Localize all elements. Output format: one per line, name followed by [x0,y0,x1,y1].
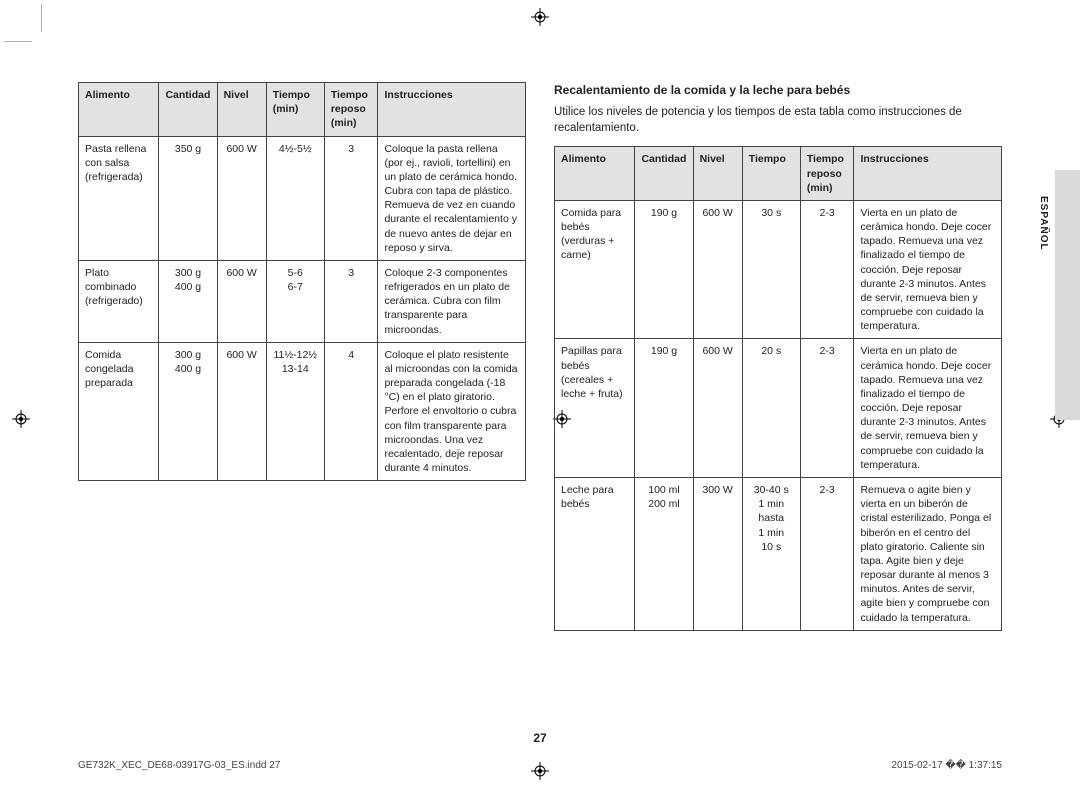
table-cell: 190 g [635,339,693,478]
content-columns: AlimentoCantidadNivelTiempo (min)Tiempo … [78,82,1002,631]
table-cell: 300 g 400 g [159,342,217,481]
page-number: 27 [0,730,1080,746]
column-header: Cantidad [635,147,693,201]
table-cell: 3 [324,260,378,342]
table-cell: Pasta rellena con salsa (refrigerada) [79,136,159,260]
table-cell: 3 [324,136,378,260]
registration-mark-icon [12,410,30,428]
column-header: Tiempo reposo (min) [324,83,378,137]
table-cell: 4 [324,342,378,481]
table-cell: 300 W [693,477,742,630]
table-cell: Remueva o agite bien y vierta en un bibe… [854,477,1002,630]
table-cell: 2-3 [800,339,854,478]
column-header: Cantidad [159,83,217,137]
section-intro: Utilice los niveles de potencia y los ti… [554,104,1002,136]
table-cell: Papillas para bebés (cereales + leche + … [555,339,635,478]
table-cell: Plato combinado (refrigerado) [79,260,159,342]
registration-mark-icon [531,8,549,26]
table-cell: 5-6 6-7 [266,260,324,342]
table-cell: Coloque el plato resistente al microonda… [378,342,526,481]
column-header: Nivel [217,83,266,137]
table-cell: 600 W [217,136,266,260]
table-cell: 20 s [742,339,800,478]
table-row: Leche para bebés100 ml 200 ml300 W30-40 … [555,477,1002,630]
baby-food-table: AlimentoCantidadNivelTiempoTiempo reposo… [554,146,1002,630]
column-header: Tiempo [742,147,800,201]
table-row: Comida para bebés (verduras + carne)190 … [555,200,1002,339]
column-header: Alimento [79,83,159,137]
table-cell: 4½-5½ [266,136,324,260]
section-title: Recalentamiento de la comida y la leche … [554,82,1002,98]
table-cell: 2-3 [800,200,854,339]
table-row: Comida congelada preparada300 g 400 g600… [79,342,526,481]
table-cell: 30 s [742,200,800,339]
column-header: Tiempo (min) [266,83,324,137]
table-cell: 30-40 s 1 min hasta 1 min 10 s [742,477,800,630]
table-cell: Vierta en un plato de cerámica hondo. De… [854,339,1002,478]
table-row: Plato combinado (refrigerado)300 g 400 g… [79,260,526,342]
table-cell: 600 W [217,260,266,342]
table-cell: 190 g [635,200,693,339]
table-cell: Coloque 2-3 componentes refrigerados en … [378,260,526,342]
table-row: Pasta rellena con salsa (refrigerada)350… [79,136,526,260]
table-cell: 350 g [159,136,217,260]
registration-mark-icon [531,762,549,780]
table-cell: Coloque la pasta rellena (por ej., ravio… [378,136,526,260]
table-cell: Leche para bebés [555,477,635,630]
column-header: Instrucciones [854,147,1002,201]
column-header: Tiempo reposo (min) [800,147,854,201]
footer-filename: GE732K_XEC_DE68-03917G-03_ES.indd 27 [78,759,280,773]
table-cell: 600 W [693,200,742,339]
table-row: Papillas para bebés (cereales + leche + … [555,339,1002,478]
table-cell: 2-3 [800,477,854,630]
language-label: ESPAÑOL [1037,196,1051,251]
table-cell: 600 W [693,339,742,478]
table-cell: 300 g 400 g [159,260,217,342]
table-header-row: AlimentoCantidadNivelTiempoTiempo reposo… [555,147,1002,201]
footer-timestamp: 2015-02-17 �� 1:37:15 [891,759,1002,773]
table-cell: 600 W [217,342,266,481]
table-cell: Comida para bebés (verduras + carne) [555,200,635,339]
right-column: Recalentamiento de la comida y la leche … [554,82,1002,631]
table-cell: 11½-12½ 13-14 [266,342,324,481]
table-cell: Comida congelada preparada [79,342,159,481]
left-column: AlimentoCantidadNivelTiempo (min)Tiempo … [78,82,526,631]
manual-page: ESPAÑOL AlimentoCantidadNivelTiempo (min… [0,0,1080,788]
column-header: Nivel [693,147,742,201]
language-tab [1055,170,1080,420]
reheating-table: AlimentoCantidadNivelTiempo (min)Tiempo … [78,82,526,481]
table-header-row: AlimentoCantidadNivelTiempo (min)Tiempo … [79,83,526,137]
column-header: Alimento [555,147,635,201]
table-cell: 100 ml 200 ml [635,477,693,630]
column-header: Instrucciones [378,83,526,137]
table-cell: Vierta en un plato de cerámica hondo. De… [854,200,1002,339]
